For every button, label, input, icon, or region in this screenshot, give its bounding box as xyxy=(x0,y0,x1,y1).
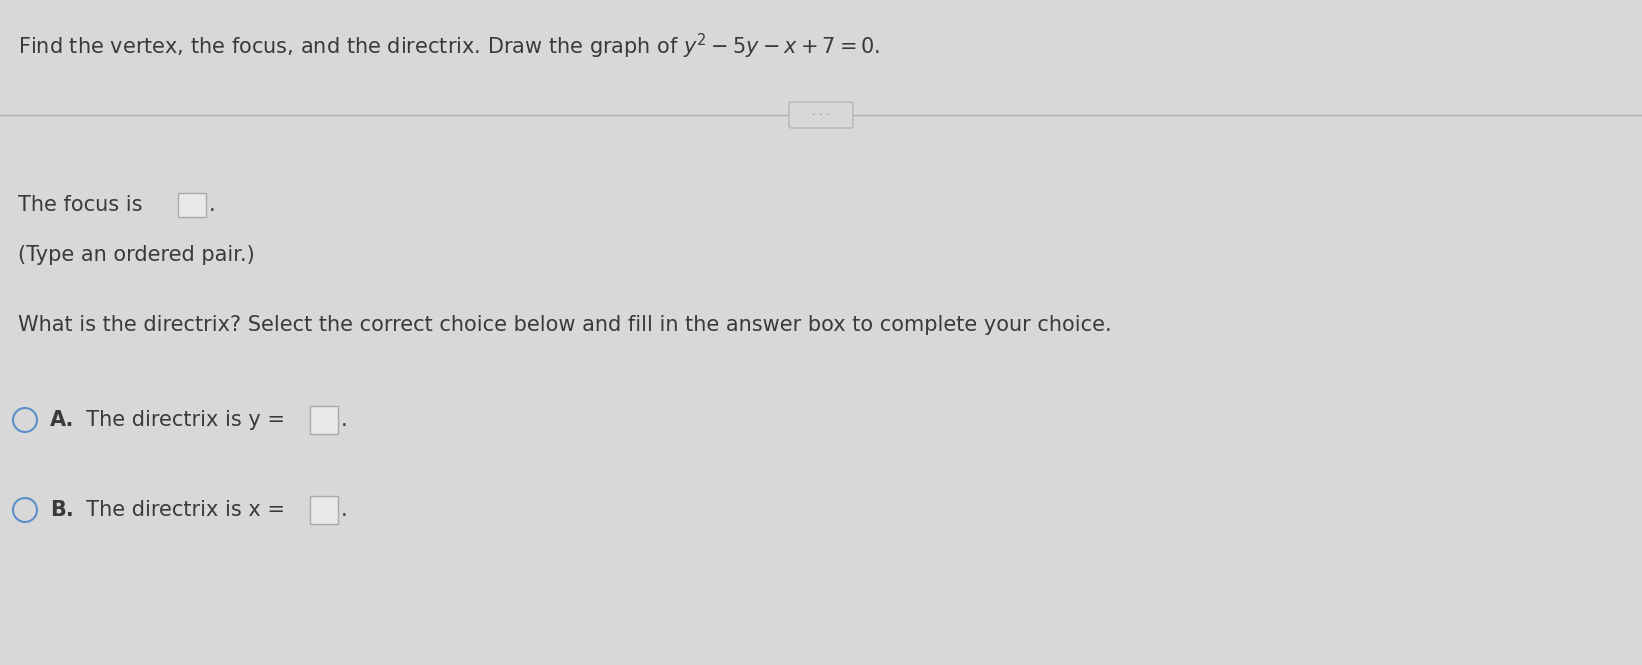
Text: The directrix is y =: The directrix is y = xyxy=(72,410,286,430)
Text: · · ·: · · · xyxy=(813,110,829,120)
FancyBboxPatch shape xyxy=(790,102,852,128)
Text: .: . xyxy=(342,500,348,520)
Text: .: . xyxy=(342,410,348,430)
Text: What is the directrix? Select the correct choice below and fill in the answer bo: What is the directrix? Select the correc… xyxy=(18,315,1112,335)
Text: (Type an ordered pair.): (Type an ordered pair.) xyxy=(18,245,255,265)
Text: The focus is: The focus is xyxy=(18,195,143,215)
FancyBboxPatch shape xyxy=(177,193,205,217)
Text: Find the vertex, the focus, and the directrix. Draw the graph of $y^2-5y-x+7=0$.: Find the vertex, the focus, and the dire… xyxy=(18,32,880,61)
FancyBboxPatch shape xyxy=(310,496,338,524)
Text: A.: A. xyxy=(49,410,74,430)
FancyBboxPatch shape xyxy=(310,406,338,434)
Text: B.: B. xyxy=(49,500,74,520)
Text: The directrix is x =: The directrix is x = xyxy=(72,500,286,520)
Text: .: . xyxy=(209,195,215,215)
